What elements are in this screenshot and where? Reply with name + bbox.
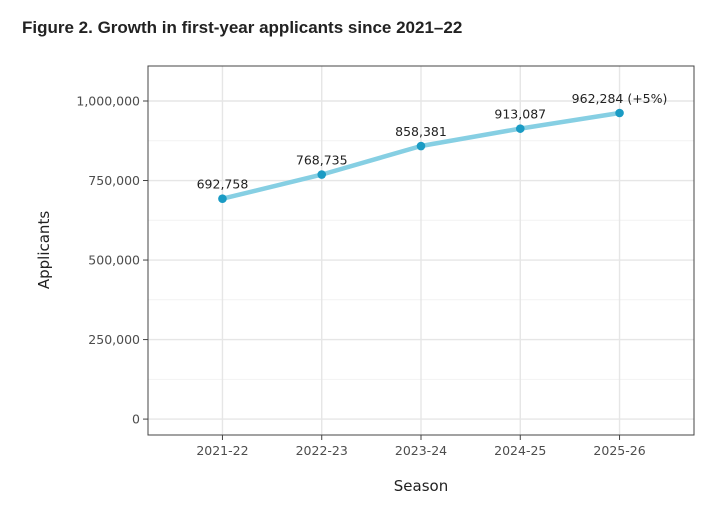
data-label: 768,735 xyxy=(296,153,348,168)
y-tick-label: 500,000 xyxy=(88,253,140,268)
data-point xyxy=(317,170,327,179)
data-points xyxy=(218,108,624,204)
data-label: 858,381 xyxy=(395,124,447,139)
y-axis-ticks: 0 250,000 500,000 750,000 1,000,000 xyxy=(76,93,148,427)
y-axis-title: Applicants xyxy=(35,211,53,289)
data-point xyxy=(416,141,426,151)
data-point xyxy=(615,108,624,118)
data-point xyxy=(515,124,525,133)
x-tick-label: 2023-24 xyxy=(395,443,447,458)
data-label: 962,284 (+5%) xyxy=(572,91,668,106)
data-point xyxy=(218,194,227,204)
y-tick-label: 0 xyxy=(132,412,140,427)
data-label: 692,758 xyxy=(197,177,249,192)
data-labels: 692,758 768,735 858,381 913,087 962,284 (+5%… xyxy=(197,91,668,192)
x-tick-label: 2024-25 xyxy=(494,443,546,458)
x-tick-label: 2021-22 xyxy=(196,443,248,458)
chart-title: Figure 2. Growth in first-year applicant… xyxy=(22,18,463,37)
x-axis-title: Season xyxy=(394,477,448,495)
y-tick-label: 750,000 xyxy=(88,173,140,188)
grid-lines xyxy=(148,66,694,435)
y-tick-label: 250,000 xyxy=(88,332,140,347)
x-tick-label: 2025-26 xyxy=(593,443,645,458)
x-tick-label: 2022-23 xyxy=(296,443,348,458)
y-tick-label: 1,000,000 xyxy=(76,93,140,108)
data-label: 913,087 xyxy=(494,107,546,122)
x-axis-ticks: 2021-22 2022-23 2023-24 2024-25 2025-26 xyxy=(196,435,646,458)
